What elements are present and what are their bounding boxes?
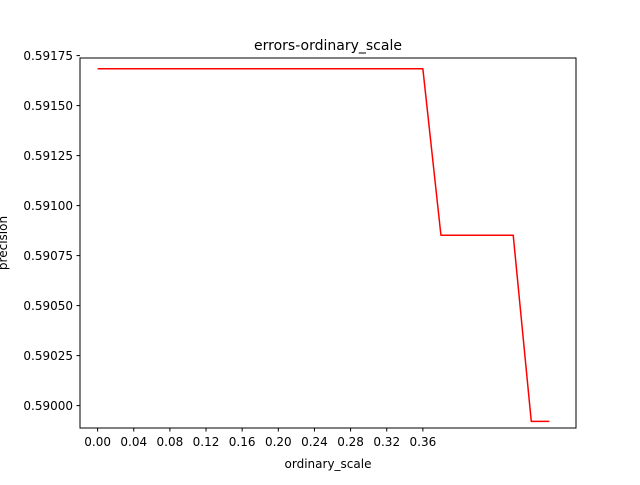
y-tick-label: 0.59050 <box>23 299 73 313</box>
series-layer <box>97 68 550 423</box>
x-tick-label: 0.16 <box>229 435 256 449</box>
series-line <box>97 68 550 423</box>
x-tick-label: 0.08 <box>157 435 184 449</box>
y-tick-label: 0.59100 <box>23 199 73 213</box>
x-tick-label: 0.36 <box>410 435 437 449</box>
plot-area-frame <box>79 57 577 429</box>
x-axis: 0.00 0.04 0.08 0.12 0.16 0.20 0.24 0.28 0.32 0.36 <box>84 428 436 449</box>
x-tick-label: 0.28 <box>337 435 364 449</box>
x-tick-label: 0.24 <box>301 435 328 449</box>
x-axis-label: ordinary_scale <box>285 457 372 471</box>
y-tick-label: 0.59150 <box>23 99 73 113</box>
x-tick-label: 0.12 <box>193 435 220 449</box>
y-tick-label: 0.59000 <box>23 399 73 413</box>
x-tick-label: 0.00 <box>84 435 111 449</box>
x-tick-label: 0.20 <box>265 435 292 449</box>
y-tick-label: 0.59075 <box>23 249 73 263</box>
y-axis: 0.59000 0.59025 0.59050 0.59075 0.59100 0.591… <box>23 49 80 413</box>
y-axis-label: precision <box>0 216 10 270</box>
x-tick-label: 0.32 <box>373 435 400 449</box>
y-tick-label: 0.59125 <box>23 149 73 163</box>
y-tick-label: 0.59025 <box>23 349 73 363</box>
x-tick-label: 0.04 <box>120 435 147 449</box>
chart-title: errors-ordinary_scale <box>254 38 402 54</box>
y-tick-label: 0.59175 <box>23 49 73 63</box>
